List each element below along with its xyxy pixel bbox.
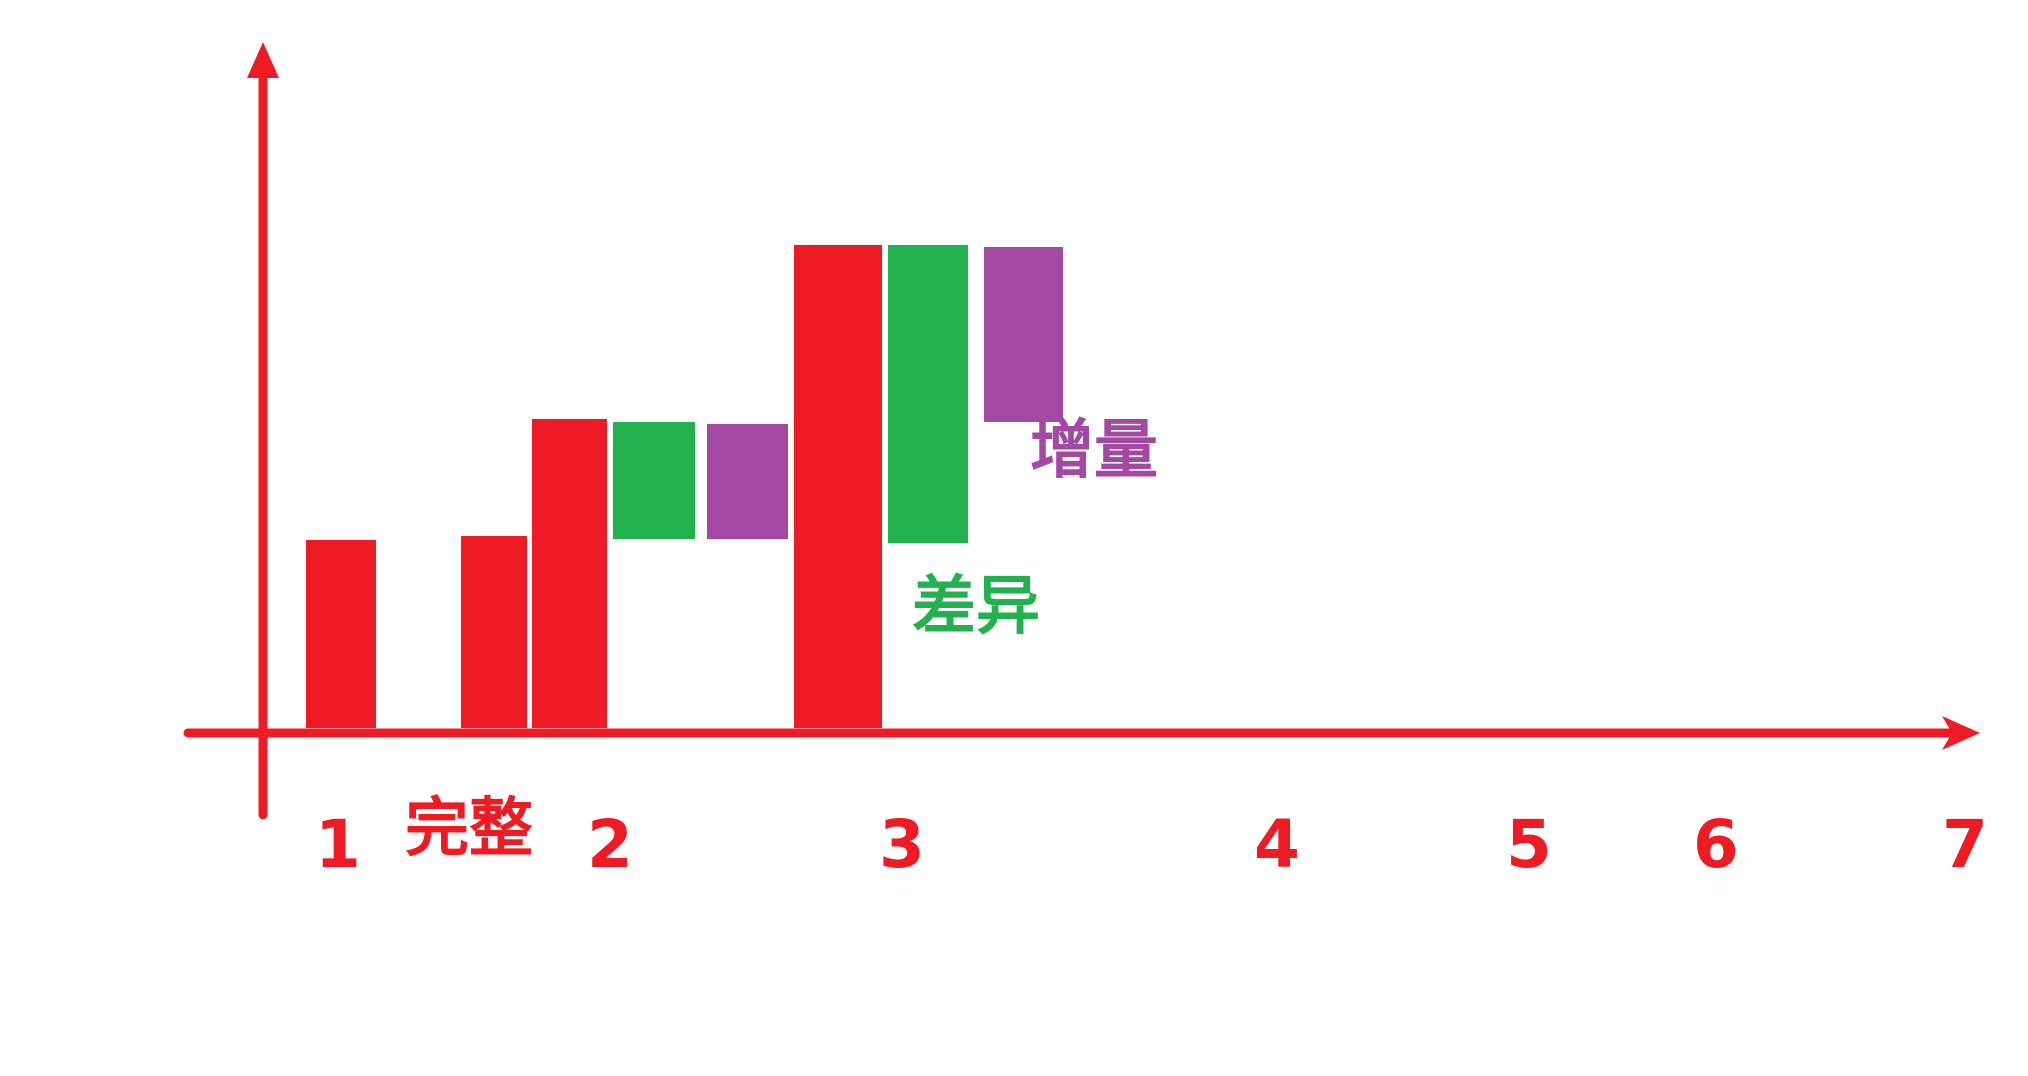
full-bar-3 — [794, 245, 882, 728]
diff-bar-3 — [888, 245, 968, 543]
x-tick-labels: 1 2 3 4 5 6 7 — [315, 806, 1988, 883]
full-bar-2 — [532, 419, 607, 728]
bars-group — [306, 245, 1063, 728]
full-bar-1a — [306, 540, 376, 728]
x-tick-3: 3 — [879, 806, 925, 883]
x-tick-4: 4 — [1254, 806, 1300, 883]
x-tick-2: 2 — [587, 806, 633, 883]
label-diff: 差异 — [912, 570, 1040, 644]
x-tick-6: 6 — [1693, 806, 1739, 883]
incr-bar-3 — [984, 247, 1063, 422]
x-tick-5: 5 — [1506, 806, 1552, 883]
x-tick-7: 7 — [1942, 806, 1988, 883]
label-full: 完整 — [405, 792, 533, 866]
diff-bar-2 — [613, 422, 695, 539]
x-tick-1: 1 — [315, 806, 361, 883]
incr-bar-2 — [707, 424, 788, 539]
y-axis-arrowhead — [247, 42, 279, 78]
x-axis-arrowhead — [1942, 716, 1980, 750]
label-incr: 增量 — [1030, 414, 1158, 488]
full-bar-1b — [461, 536, 527, 728]
